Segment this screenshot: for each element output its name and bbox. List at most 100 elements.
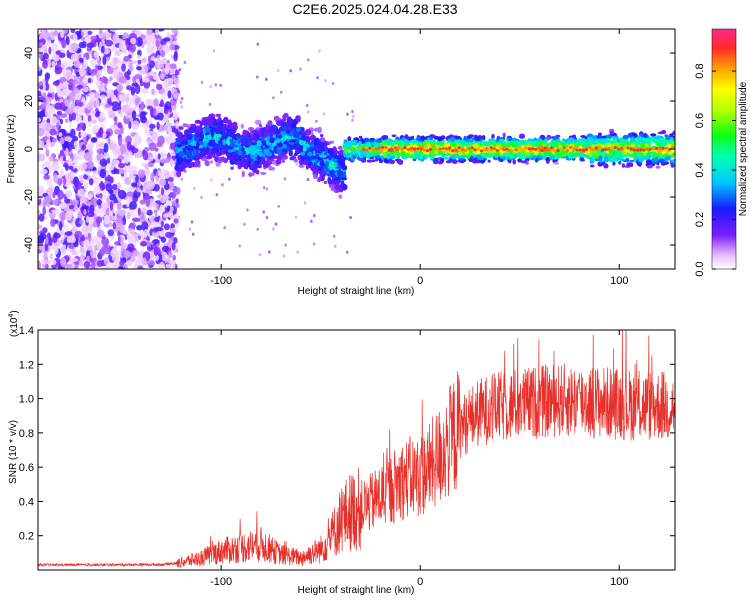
spectrogram-cell: [42, 124, 47, 130]
spectrogram-cell: [71, 251, 77, 256]
spectrogram-cell: [94, 177, 99, 185]
spectrogram-cell: [99, 29, 103, 34]
spectrogram-cell: [79, 122, 85, 128]
spectrogram-cell: [227, 119, 232, 126]
spectrogram-cell: [131, 60, 137, 64]
spectrogram-cell: [134, 138, 142, 146]
spectrogram-cell: [121, 63, 126, 72]
spectrogram-cell: [165, 115, 169, 125]
spectrogram-cell: [108, 263, 114, 269]
spectrogram-cell: [296, 116, 301, 123]
spectrogram-cell: [53, 232, 61, 239]
spectrogram-cell: [44, 74, 49, 83]
spectrogram-cell: [38, 65, 42, 72]
spectrogram-cell: [129, 222, 136, 230]
spectrogram-cell: [193, 186, 196, 191]
spectrogram-cell: [191, 161, 196, 166]
spectrogram-cell: [63, 263, 71, 269]
spectrogram-cell: [219, 83, 223, 87]
spectrogram-cell: [175, 198, 179, 204]
spectrogram-cell: [137, 59, 142, 65]
spectrogram-cell: [87, 245, 93, 252]
spectrogram-cell: [159, 171, 165, 181]
spectrogram-cell: [132, 250, 140, 257]
spectrogram-cell: [165, 78, 169, 88]
spectrogram-cell: [90, 249, 97, 259]
spectrogram-cell: [316, 76, 319, 80]
spectrogram-cell: [251, 134, 257, 141]
spectrogram-cell: [144, 163, 149, 170]
spectrogram-cell: [319, 172, 326, 177]
spectrogram-cell: [163, 223, 170, 231]
spectrogram-cell: [43, 59, 48, 65]
spectrogram-cell: [317, 176, 322, 183]
spectrogram-cell: [73, 33, 78, 42]
spectrogram-cell: [99, 207, 105, 218]
spectrogram-cell: [45, 236, 49, 245]
spectrogram-cell: [218, 139, 223, 145]
spectrogram-cell: [199, 133, 204, 140]
spectrogram-cell: [128, 168, 133, 175]
spectrogram-cell: [153, 254, 160, 261]
spectrogram-cell: [286, 116, 292, 121]
spectrogram-cell: [112, 69, 119, 79]
spectrogram-cell: [119, 235, 125, 245]
spectrogram-cell: [174, 69, 180, 76]
spectrogram-cell: [163, 170, 170, 179]
spectrogram-cell: [71, 112, 76, 121]
spectrogram-cell: [90, 137, 98, 143]
spectrogram-cell: [161, 245, 169, 252]
spectrogram-cell: [156, 121, 160, 130]
spectrogram-cell: [241, 170, 245, 178]
spectrogram-cell: [44, 259, 51, 265]
spectrogram-cell: [70, 128, 76, 139]
spectrogram-cell: [146, 44, 154, 54]
spectrogram-cell: [63, 141, 70, 151]
spectrogram-cell: [315, 119, 318, 123]
spectrogram-cell: [58, 81, 64, 89]
spectrogram-cell: [114, 49, 121, 57]
spectrogram-cell: [87, 114, 92, 123]
spectrogram-cell: [150, 172, 155, 181]
spectrogram-cell: [302, 146, 307, 152]
spectrogram-cell: [281, 117, 287, 122]
spectrogram-cell: [58, 203, 67, 209]
spectrogram-cell: [296, 127, 301, 132]
spectrogram-cell: [282, 254, 286, 258]
spectrogram-cell: [268, 250, 271, 254]
spectrogram-cell: [102, 265, 111, 269]
spectrogram-cell: [102, 132, 107, 139]
spectrogram-cell: [81, 162, 88, 170]
spectrogram-cell: [186, 133, 193, 141]
spectrogram-cell: [174, 141, 181, 145]
spectrogram-cell: [152, 73, 160, 81]
spectrogram-cell: [178, 68, 182, 72]
spectrogram-cell: [256, 42, 260, 46]
spectrogram-cell: [398, 159, 404, 165]
spectrogram-cell: [324, 79, 327, 83]
spectrogram-cell: [205, 127, 211, 133]
spectrogram-cell: [137, 207, 141, 216]
spectrogram-cell: [140, 241, 147, 247]
spectrogram-cell: [119, 208, 127, 216]
spectrogram-cell: [90, 58, 97, 68]
spectrogram-cell: [278, 120, 283, 125]
spectrogram-cell: [79, 219, 84, 225]
spectrogram-cell: [131, 147, 139, 153]
spectrogram-cell: [218, 120, 224, 128]
spectrogram-cell: [118, 42, 126, 51]
spectrogram-cell: [101, 244, 110, 253]
spectrogram-cell: [167, 126, 172, 134]
spectrogram-cell: [265, 126, 271, 131]
spectrogram-cell: [48, 46, 52, 55]
spectrogram-cell: [140, 211, 145, 221]
spectrogram-cell: [106, 157, 111, 164]
spectrogram-cell: [64, 136, 73, 142]
spectrogram-cell: [131, 120, 140, 130]
spectrogram-cell: [160, 236, 167, 243]
spectrogram-cell: [299, 67, 302, 71]
spectrogram-cell: [249, 145, 256, 152]
spectrogram-cell: [162, 168, 166, 173]
spectrogram-cell: [169, 206, 174, 212]
